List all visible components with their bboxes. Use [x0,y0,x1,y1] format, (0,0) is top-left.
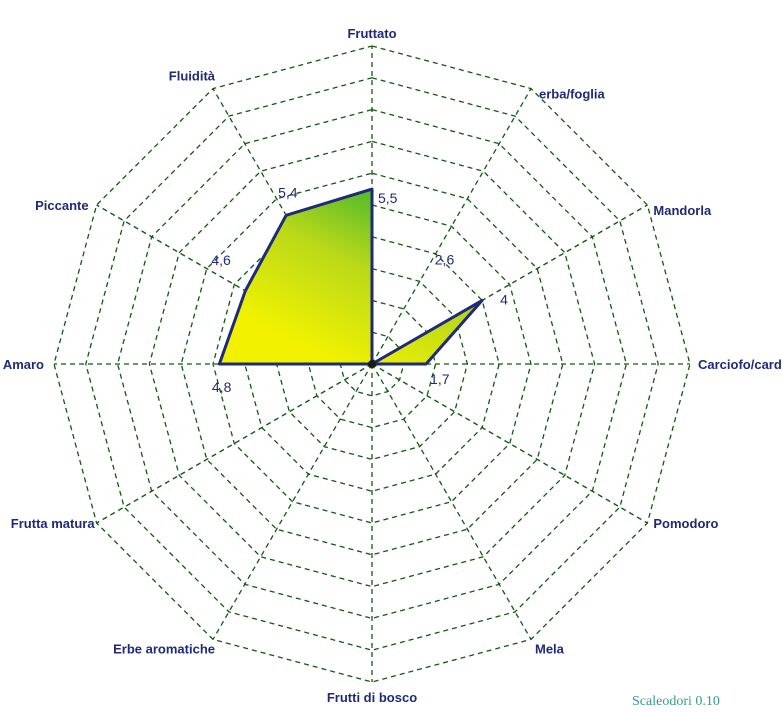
category-label: Amaro [3,357,44,372]
radar-labels: Fruttato erba/foglia Mandorla Carciofo/card… [3,26,782,705]
spoke-line [212,363,373,640]
grid-ring [212,204,532,524]
value-label: 4 [500,291,508,307]
value-label: 4,6 [211,252,231,268]
spoke-line [371,363,648,524]
value-label: 4,8 [212,379,232,395]
spoke-line [96,363,373,524]
category-label: Frutta matura [11,516,96,531]
category-label: Fruttato [347,26,396,41]
spoke-line [96,204,373,365]
center-dot [368,360,376,368]
category-label: Erbe aromatiche [113,641,215,656]
value-label: 2,6 [435,251,455,267]
radar-spokes [54,46,690,682]
category-label: Carciofo/cardo [698,357,782,372]
radar-data [217,187,484,366]
spoke-line [371,363,532,640]
grid-ring [148,140,596,588]
value-label: 1,7 [430,371,450,387]
spoke-line [371,204,648,365]
category-label: Mandorla [653,203,712,218]
category-label: Fluidità [169,69,216,84]
value-label: 5,4 [278,184,298,200]
category-label: Frutti di bosco [327,690,417,705]
value-label: 5,5 [378,190,398,206]
category-label: Piccante [35,198,88,213]
category-label: Pomodoro [653,516,718,531]
category-label: erba/foglia [539,87,606,102]
data-area [217,187,484,366]
category-label: Mela [535,641,565,656]
footer-text: Scaleodori 0.10 [632,694,720,709]
spoke-line [371,88,532,365]
spoke-line [212,88,373,365]
